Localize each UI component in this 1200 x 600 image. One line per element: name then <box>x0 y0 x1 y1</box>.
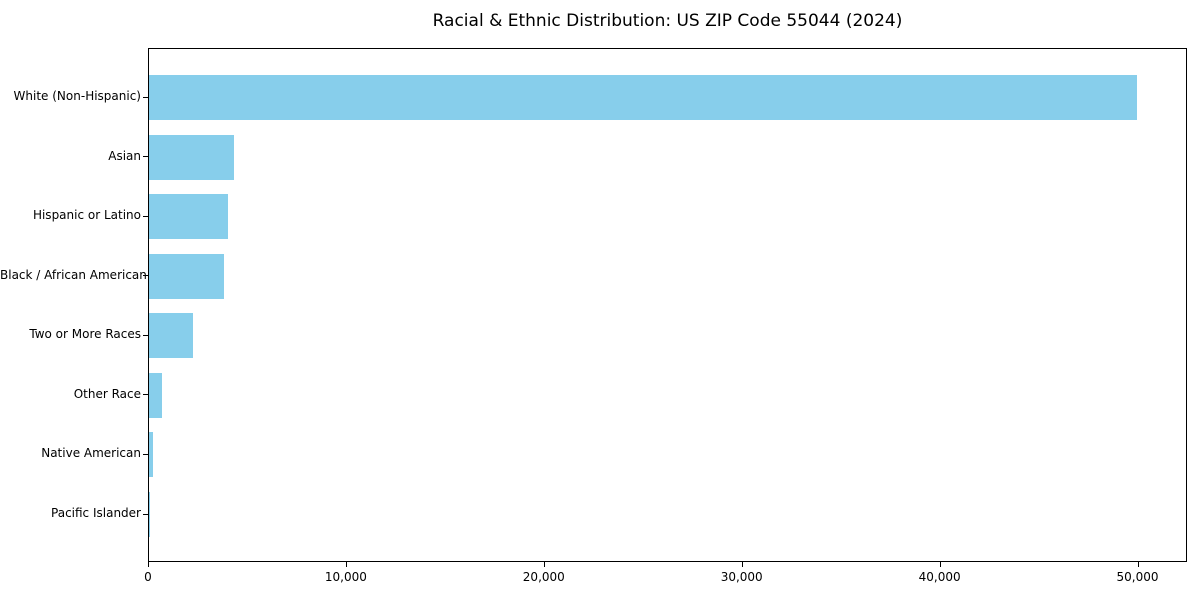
y-tick-label: Pacific Islander <box>51 506 141 520</box>
x-tick-mark <box>1137 562 1139 567</box>
y-tick-mark <box>143 96 148 98</box>
x-tick-label: 10,000 <box>324 570 367 584</box>
y-tick-label: Asian <box>108 148 141 163</box>
x-tick-label: 40,000 <box>918 570 961 584</box>
bar <box>149 432 153 478</box>
x-tick-mark <box>345 562 347 567</box>
x-tick-label: 30,000 <box>720 570 763 584</box>
bar <box>149 372 162 418</box>
y-tick-mark <box>143 334 148 336</box>
y-tick-mark <box>143 453 148 455</box>
bar <box>149 134 235 180</box>
x-tick-mark <box>741 562 743 567</box>
bar <box>149 194 229 240</box>
y-tick-mark <box>143 215 148 217</box>
y-tick-mark <box>143 394 148 396</box>
x-tick-mark <box>543 562 545 567</box>
y-tick-mark <box>143 513 148 515</box>
x-tick-label: 20,000 <box>522 570 565 584</box>
y-tick-label: White (Non-Hispanic) <box>13 89 141 103</box>
y-tick-label: Two or More Races <box>29 327 141 342</box>
bar <box>149 75 1137 120</box>
y-tick-label: Black / African American <box>0 267 147 282</box>
x-tick-mark <box>939 562 941 567</box>
y-tick-mark <box>143 156 148 158</box>
y-tick-label: Other Race <box>73 386 141 401</box>
plot-area <box>148 48 1187 562</box>
x-tick-mark <box>148 562 149 567</box>
y-tick-label: Hispanic or Latino <box>32 208 141 223</box>
bar <box>149 253 225 299</box>
x-tick-label: 0 <box>144 570 152 584</box>
y-tick-mark <box>143 275 148 277</box>
y-tick-label: Native American <box>41 446 141 461</box>
x-tick-label: 50,000 <box>1116 570 1159 584</box>
chart-title: Racial & Ethnic Distribution: US ZIP Cod… <box>432 11 903 31</box>
bar <box>149 313 193 359</box>
